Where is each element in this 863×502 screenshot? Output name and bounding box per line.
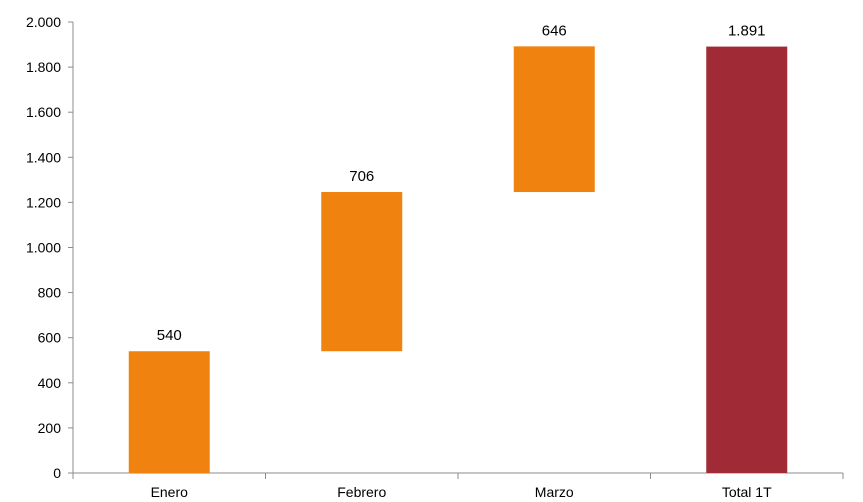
x-tick-label: Febrero (337, 484, 386, 500)
bar-febrero (321, 192, 403, 352)
x-tick-label: Total 1T (722, 484, 772, 500)
y-axis: 0 200 400 600 800 1.000 1.200 1.400 1.600 1.800 2.… (26, 14, 74, 481)
y-tick-label: 2.000 (26, 14, 61, 30)
bar-total-1t (706, 46, 788, 473)
y-tick-label: 1.400 (26, 149, 61, 165)
y-tick-label: 800 (38, 285, 62, 301)
bar-marzo (513, 46, 595, 193)
y-tick-label: 1.600 (26, 104, 61, 120)
y-tick-label: 0 (53, 465, 61, 481)
y-tick-label: 200 (38, 420, 62, 436)
y-tick-label: 1.200 (26, 194, 61, 210)
data-label: 706 (349, 168, 374, 185)
x-axis: Enero Febrero Marzo Total 1T (72, 472, 844, 500)
y-tick-label: 400 (38, 375, 62, 391)
bar-enero (128, 351, 210, 473)
data-label: 540 (157, 327, 182, 344)
bars (128, 46, 788, 473)
data-label: 646 (542, 22, 567, 39)
y-tick-label: 600 (38, 330, 62, 346)
x-tick-label: Marzo (535, 484, 574, 500)
data-label: 1.891 (728, 23, 766, 40)
data-labels: 540 706 646 1.891 (157, 22, 766, 344)
y-tick-label: 1.800 (26, 59, 61, 75)
x-tick-label: Enero (151, 484, 189, 500)
y-tick-label: 1.000 (26, 240, 61, 256)
